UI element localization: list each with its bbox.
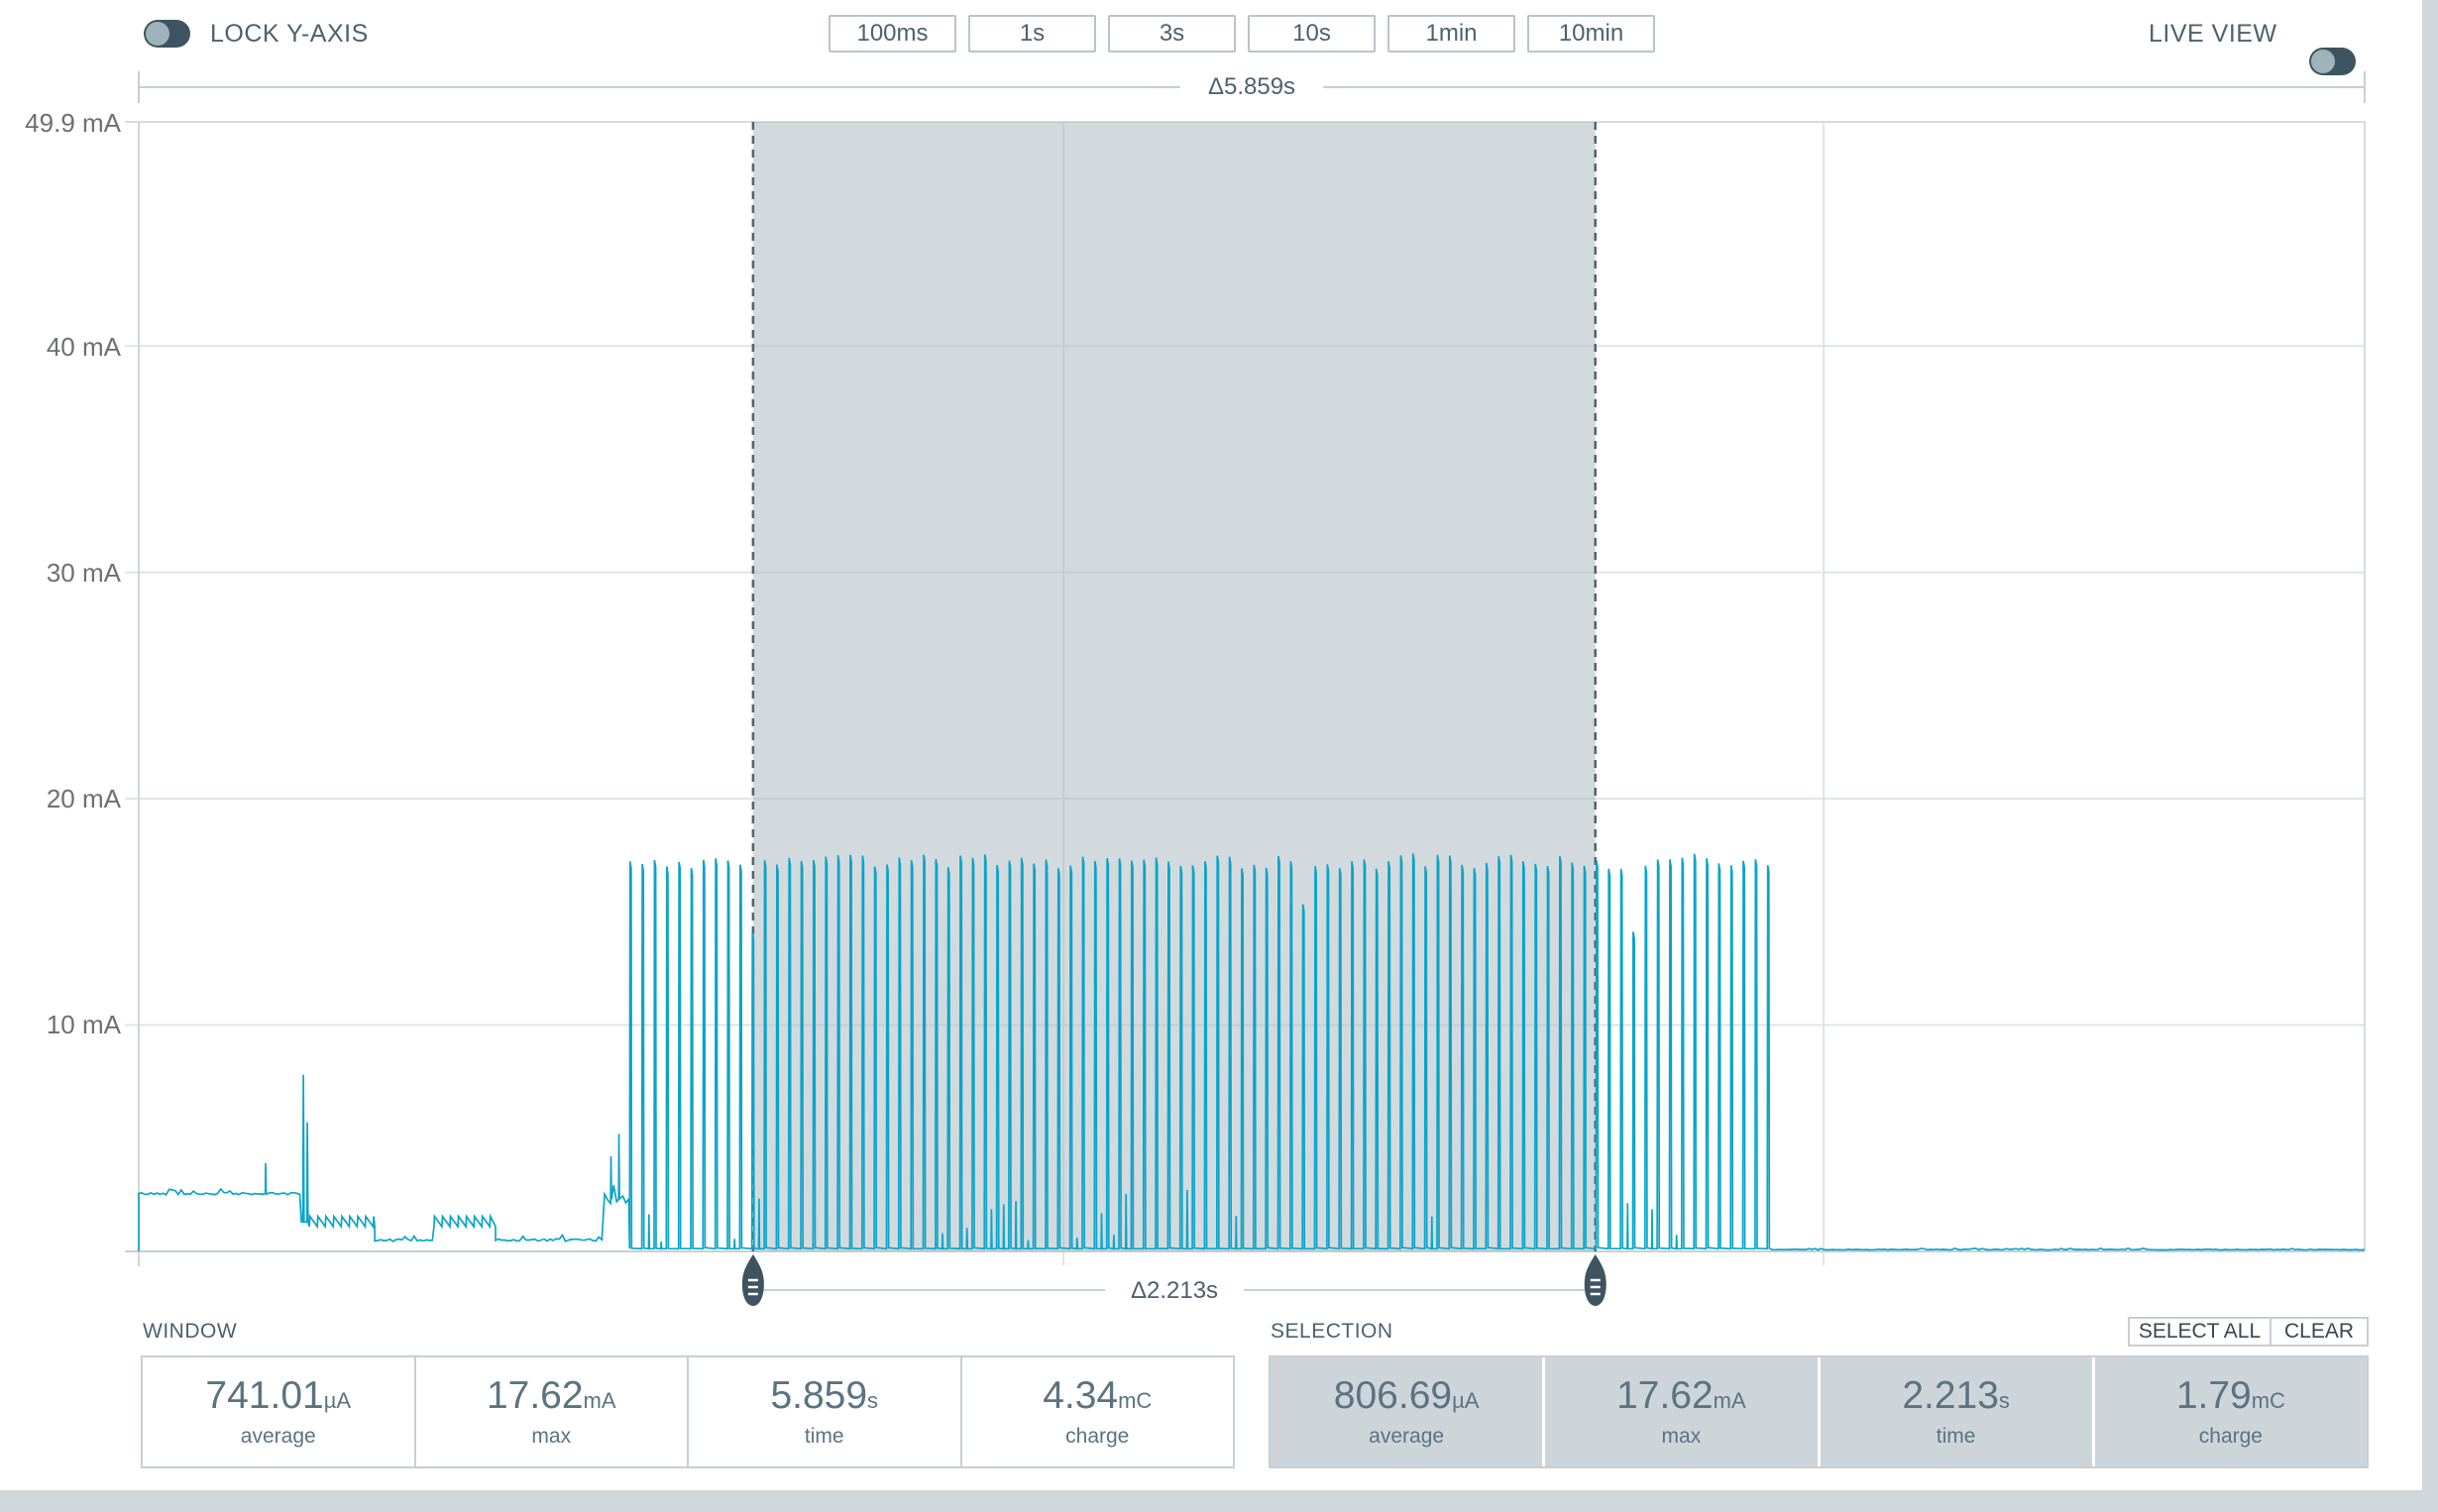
stat-value: 17.62 (486, 1373, 584, 1417)
selection-stats-panel: 806.69µA average 17.62mA max 2.213s time… (1269, 1355, 2369, 1468)
window-stat-max: 17.62mA max (413, 1357, 687, 1466)
stat-label: charge (2198, 1424, 2263, 1448)
toolbar: LOCK Y-AXIS 100ms 1s 3s 10s 1min 10min L… (0, 0, 2438, 75)
stat-label: max (531, 1424, 572, 1448)
chart-canvas[interactable] (0, 0, 2438, 1328)
range-button-1s[interactable]: 1s (968, 15, 1096, 53)
toggle-knob-icon (146, 22, 169, 46)
lock-y-axis-toggle[interactable] (144, 20, 190, 48)
stat-label: max (1661, 1424, 1702, 1448)
window-panel-title: WINDOW (143, 1320, 238, 1343)
time-range-button-group: 100ms 1s 3s 10s 1min 10min (829, 15, 1655, 53)
selection-stat-max: 17.62mA max (1545, 1357, 1818, 1466)
live-view-label: LIVE VIEW (2149, 20, 2277, 48)
y-axis-tick-20: 20 mA (46, 784, 121, 813)
stat-label: charge (1065, 1424, 1130, 1448)
select-all-button[interactable]: SELECT ALL (2128, 1317, 2272, 1347)
stat-unit: mC (2251, 1387, 2285, 1413)
stat-unit: s (1998, 1387, 2010, 1413)
toggle-knob-icon (2311, 50, 2335, 73)
window-stat-time: 5.859s time (687, 1357, 960, 1466)
y-axis-tick-40: 40 mA (46, 332, 121, 362)
stat-label: average (1369, 1424, 1445, 1448)
window-delta-label: Δ5.859s (1182, 73, 1321, 101)
y-axis-tick-49_9: 49.9 mA (25, 108, 121, 138)
window-stat-average: 741.01µA average (143, 1357, 414, 1466)
y-axis-tick-10: 10 mA (46, 1010, 121, 1039)
selection-panel-title: SELECTION (1271, 1320, 1393, 1343)
horizontal-scrollbar[interactable] (0, 1490, 2438, 1512)
stat-label: time (1936, 1424, 1976, 1448)
stat-value: 2.213 (1902, 1373, 1999, 1417)
current-waveform (138, 853, 2366, 1251)
selection-stat-time: 2.213s time (1820, 1357, 2092, 1466)
stat-label: average (240, 1424, 316, 1448)
live-view-toggle[interactable] (2309, 48, 2356, 75)
clear-button[interactable]: CLEAR (2270, 1317, 2369, 1347)
stat-value: 4.34 (1043, 1373, 1119, 1417)
range-button-10min[interactable]: 10min (1527, 15, 1655, 53)
range-button-100ms[interactable]: 100ms (829, 15, 956, 53)
window-stats-panel: 741.01µA average 17.62mA max 5.859s time… (141, 1355, 1235, 1468)
vertical-scrollbar[interactable] (2422, 0, 2438, 1490)
stat-value: 1.79 (2175, 1373, 2252, 1417)
range-button-10s[interactable]: 10s (1248, 15, 1376, 53)
y-axis-tick-30: 30 mA (46, 558, 121, 588)
selection-stat-average: 806.69µA average (1271, 1357, 1543, 1466)
stat-unit: mC (1118, 1387, 1153, 1413)
stat-value: 5.859 (770, 1373, 868, 1417)
stat-value: 741.01 (205, 1373, 324, 1417)
stat-value: 806.69 (1333, 1373, 1453, 1417)
selection-delta-label: Δ2.213s (1105, 1277, 1244, 1305)
stat-value: 17.62 (1616, 1373, 1714, 1417)
stat-unit: mA (583, 1387, 616, 1413)
stat-unit: mA (1713, 1387, 1746, 1413)
range-button-3s[interactable]: 3s (1108, 15, 1236, 53)
window-stat-charge: 4.34mC charge (959, 1357, 1233, 1466)
selection-stat-charge: 1.79mC charge (2094, 1357, 2367, 1466)
lock-y-axis-label: LOCK Y-AXIS (210, 20, 369, 48)
stat-unit: µA (1452, 1387, 1480, 1413)
range-button-1min[interactable]: 1min (1387, 15, 1515, 53)
selection-region[interactable] (752, 122, 1596, 1251)
stat-unit: µA (323, 1387, 352, 1413)
stat-label: time (804, 1424, 844, 1448)
stat-unit: s (867, 1387, 879, 1413)
